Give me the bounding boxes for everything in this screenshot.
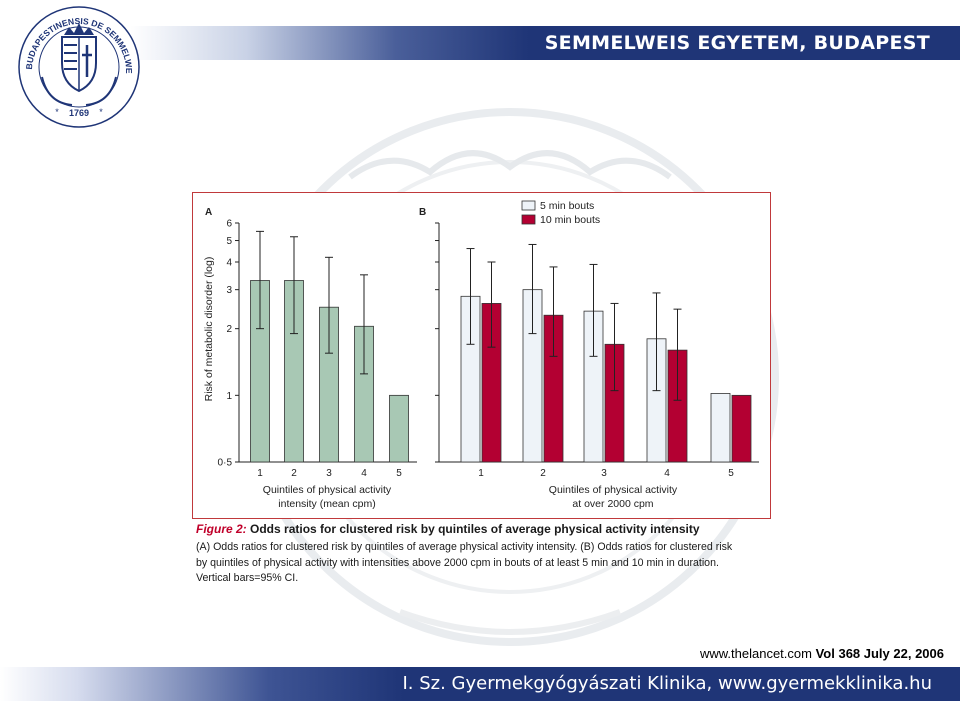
bar-b-10min — [731, 394, 752, 463]
legend-label-5min: 5 min bouts — [540, 200, 594, 212]
bar-b-5min — [710, 393, 731, 463]
x-axis-label-a-line2: intensity (mean cpm) — [278, 498, 375, 510]
x-tick-label-b: 5 — [728, 468, 734, 479]
caption-line: Vertical bars=95% CI. — [196, 572, 299, 584]
legend-swatch-10min — [521, 214, 536, 225]
x-tick-label-b: 4 — [664, 468, 670, 479]
x-tick-label-b: 1 — [478, 468, 484, 479]
x-tick-label-a: 1 — [257, 468, 263, 479]
figure-label: Figure 2: — [196, 522, 247, 536]
header-banner: SEMMELWEIS EGYETEM, BUDAPEST — [130, 26, 960, 60]
seal-star-left: * — [55, 107, 59, 117]
university-name: SEMMELWEIS EGYETEM, BUDAPEST — [544, 32, 930, 54]
source-credit: www.thelancet.com Vol 368 July 22, 2006 — [700, 646, 944, 661]
y-tick-label-a: 2 — [226, 324, 232, 335]
source-citation: Vol 368 July 22, 2006 — [815, 646, 944, 661]
y-tick-label-a: 3 — [226, 285, 232, 296]
seal-star-right: * — [99, 107, 103, 117]
legend-label-10min: 10 min bouts — [540, 214, 600, 226]
caption-line: (A) Odds ratios for clustered risk by qu… — [196, 541, 733, 553]
x-tick-label-a: 5 — [396, 468, 402, 479]
x-tick-label-b: 2 — [540, 468, 546, 479]
bar-a — [389, 394, 409, 463]
y-tick-label-a: 0·5 — [218, 458, 233, 469]
chart-a: A Risk of metabolic disorder (log) Quint… — [203, 207, 417, 510]
figure-caption: Figure 2: Odds ratios for clustered risk… — [196, 522, 776, 587]
chart-b: B 5 min bouts 10 min bouts Quintiles of … — [419, 200, 759, 510]
y-axis-label: Risk of metabolic disorder (log) — [203, 257, 215, 402]
caption-line: by quintiles of physical activity with i… — [196, 556, 719, 569]
footer-banner: I. Sz. Gyermekgyógyászati Klinika, www.g… — [0, 667, 960, 701]
x-axis-label-b: Quintiles of physical activity — [549, 484, 678, 496]
clinic-name: I. Sz. Gyermekgyógyászati Klinika, www.g… — [402, 673, 932, 694]
y-tick-label-a: 1 — [226, 391, 232, 402]
x-tick-label-a: 4 — [361, 468, 367, 479]
university-seal-logo: UNIVERSITAS BUDAPESTINENSIS DE SEMMELWEI… — [12, 5, 140, 128]
seal-year: 1769 — [69, 108, 89, 118]
caption-title: Odds ratios for clustered risk by quinti… — [250, 522, 700, 536]
y-tick-label-a: 6 — [226, 219, 232, 230]
legend-swatch-5min — [521, 200, 536, 211]
panel-a-label: A — [205, 207, 212, 218]
source-url: www.thelancet.com — [699, 646, 812, 661]
x-tick-label-a: 3 — [326, 468, 332, 479]
caption-body: (A) Odds ratios for clustered risk by qu… — [196, 540, 776, 587]
y-tick-label-a: 4 — [226, 257, 232, 268]
x-tick-label-b: 3 — [601, 468, 607, 479]
y-tick-label-a: 5 — [226, 236, 232, 247]
x-axis-label-a: Quintiles of physical activity — [263, 484, 392, 496]
figure-panel: A Risk of metabolic disorder (log) Quint… — [192, 192, 771, 519]
x-tick-label-a: 2 — [291, 468, 297, 479]
x-axis-label-b-line2: at over 2000 cpm — [572, 498, 653, 510]
panel-b-label: B — [419, 207, 426, 218]
caption-title-line: Figure 2: Odds ratios for clustered risk… — [196, 522, 776, 536]
